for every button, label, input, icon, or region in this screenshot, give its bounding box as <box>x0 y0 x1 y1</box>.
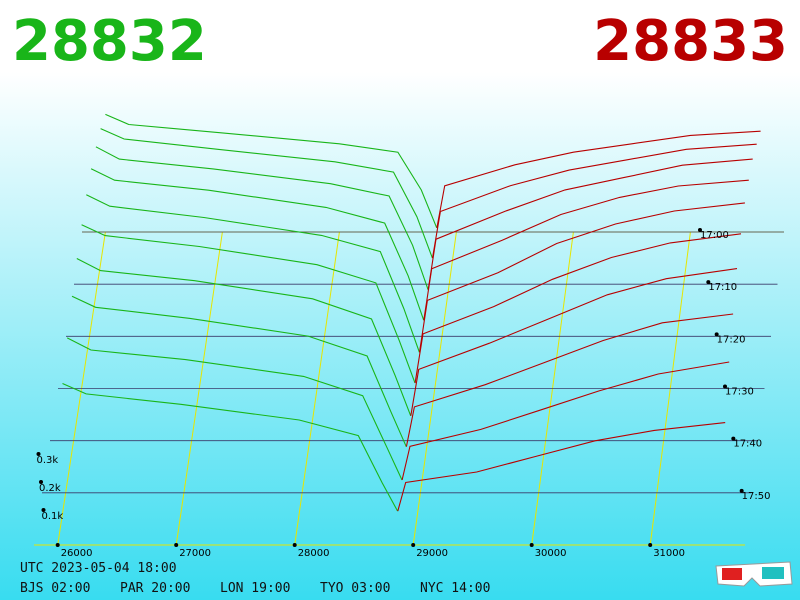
bid-curve <box>76 258 412 416</box>
time-tick <box>698 228 702 232</box>
zone-time: NYC 14:00 <box>420 581 490 596</box>
price-tick <box>174 543 179 547</box>
ask-curve <box>418 202 745 353</box>
ask-curve <box>427 158 753 290</box>
bid-curve <box>71 295 407 447</box>
depth-tick <box>41 508 46 512</box>
price-tick-label: 29000 <box>416 548 448 559</box>
price-tick <box>411 543 416 547</box>
price-tick <box>648 543 653 547</box>
ask-curve <box>414 233 742 384</box>
depth-tick <box>36 452 41 456</box>
price-tick <box>529 543 534 547</box>
ask-curve <box>397 422 726 512</box>
zone-time: BJS 02:00 <box>20 581 90 596</box>
price-tick-label: 30000 <box>535 548 567 559</box>
ask-curve <box>401 361 730 481</box>
ask-curve <box>436 130 761 228</box>
time-tick <box>706 280 711 285</box>
price-tick <box>55 543 60 547</box>
price-tick-label: 27000 <box>179 548 211 559</box>
time-tick-label: 17:30 <box>725 387 754 398</box>
ask-curve <box>405 313 734 447</box>
labels: 26000 27000 28000 29000 30000 31000 17:00 17:10… <box>36 228 771 559</box>
ask-curve <box>423 179 749 321</box>
zone-time: TYO 03:00 <box>320 581 390 596</box>
time-tick <box>731 436 736 441</box>
utc-time: UTC 2023-05-04 18:00 <box>20 561 177 576</box>
zone-time: LON 19:00 <box>220 581 290 596</box>
bid-curve <box>66 337 403 481</box>
time-tick-label: 17:40 <box>733 439 762 450</box>
ask-curve <box>410 268 738 416</box>
bid-price: 28832 <box>12 9 207 74</box>
bid-curve <box>81 224 416 384</box>
depth-tick-label: 0.1k <box>42 511 64 522</box>
price-tick-label: 31000 <box>653 548 685 559</box>
ask-price: 28833 <box>593 9 788 74</box>
bid-curve <box>100 128 433 259</box>
price-tick-label: 26000 <box>61 548 93 559</box>
glasses-icon <box>715 561 793 587</box>
time-tick <box>723 384 727 389</box>
price-tick-label: 28000 <box>298 548 330 559</box>
bid-curve <box>95 146 429 290</box>
bid-curve <box>105 113 438 229</box>
time-tick-label: 17:00 <box>700 230 729 241</box>
time-tick-label: 17:10 <box>708 282 737 293</box>
bid-curve <box>90 168 425 321</box>
bid-curve <box>62 382 399 512</box>
price-tick <box>292 543 297 547</box>
bid-curve <box>86 194 420 353</box>
time-tick <box>739 488 744 493</box>
depth-tick-label: 0.3k <box>37 455 59 466</box>
time-tick-label: 17:20 <box>717 334 746 345</box>
curves <box>62 113 761 512</box>
zone-time: PAR 20:00 <box>120 581 190 596</box>
depth-tick <box>39 480 43 484</box>
ask-curve <box>431 143 757 259</box>
time-tick-label: 17:50 <box>742 491 771 502</box>
depth-tick-label: 0.2k <box>39 483 61 494</box>
time-tick <box>714 332 719 337</box>
